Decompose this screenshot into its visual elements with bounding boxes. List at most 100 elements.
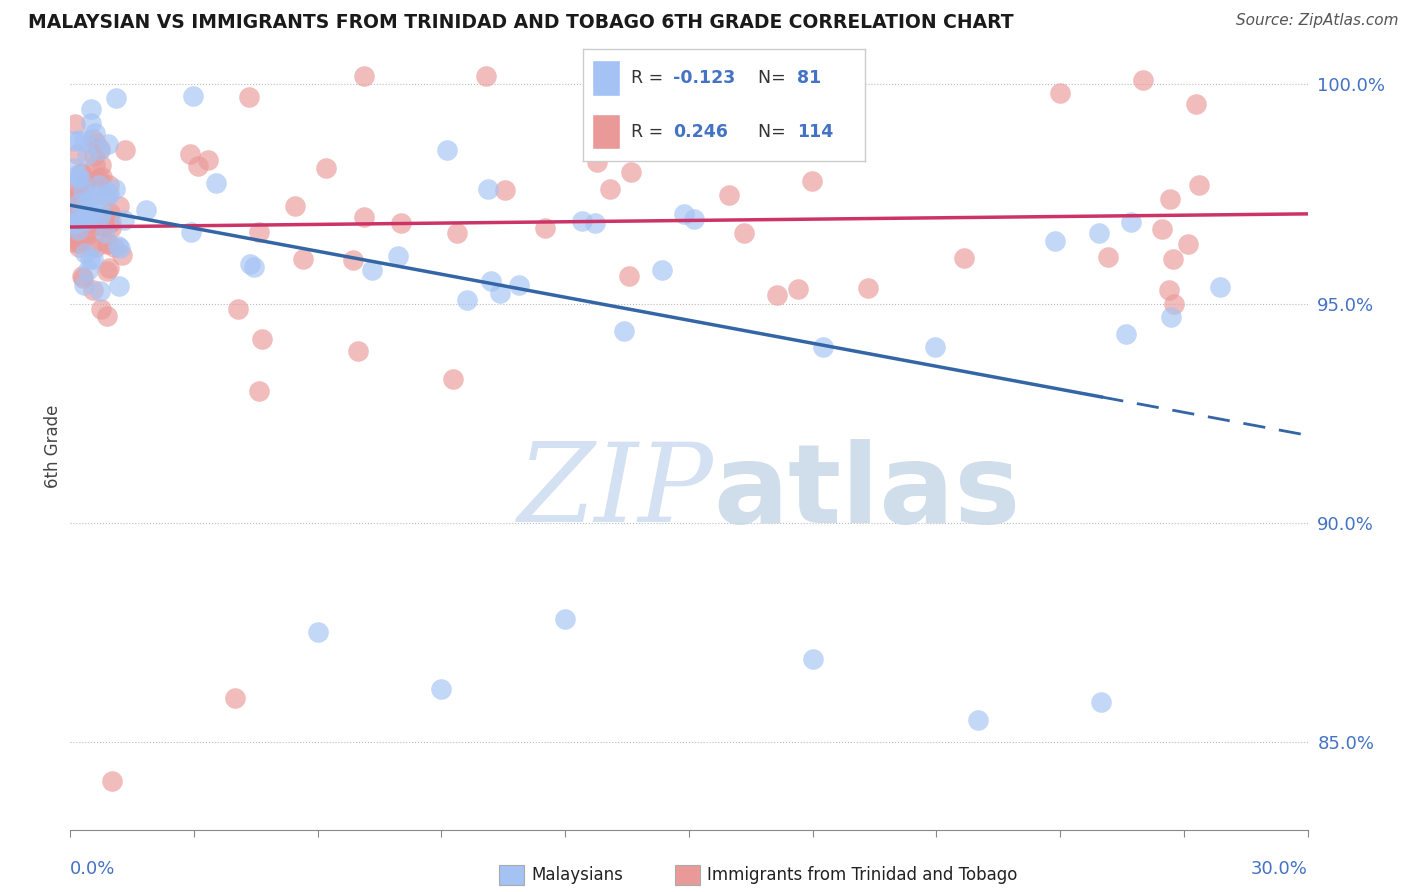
Point: [73, 175, 96, 189]
Text: MALAYSIAN VS IMMIGRANTS FROM TRINIDAD AND TOBAGO 6TH GRADE CORRELATION CHART: MALAYSIAN VS IMMIGRANTS FROM TRINIDAD AN…: [28, 13, 1014, 32]
Text: 30.0%: 30.0%: [1251, 860, 1308, 878]
Point: [73, 246, 96, 260]
FancyBboxPatch shape: [592, 114, 620, 150]
Point: [100, 220, 122, 235]
Point: [104, 91, 127, 105]
Point: [315, 161, 337, 175]
Text: 0.0%: 0.0%: [70, 860, 115, 878]
Point: [66, 205, 89, 219]
Point: [360, 262, 382, 277]
Point: [179, 147, 201, 161]
Point: [72, 176, 94, 190]
Point: [787, 282, 810, 296]
Point: [91, 219, 114, 233]
Point: [79, 252, 101, 266]
Point: [103, 240, 125, 254]
Point: [620, 165, 643, 179]
Point: [733, 227, 755, 241]
Point: [84, 240, 107, 254]
Text: N=: N=: [758, 122, 792, 141]
Point: [69, 171, 91, 186]
Point: [90, 170, 112, 185]
Point: [83, 148, 105, 162]
Point: [84, 126, 107, 140]
Point: [533, 220, 555, 235]
Point: [1188, 178, 1211, 192]
Point: [205, 176, 228, 190]
Point: [82, 252, 104, 267]
Point: [63, 211, 86, 226]
Point: [107, 239, 129, 253]
Point: [554, 612, 576, 626]
Point: [114, 144, 136, 158]
Point: [82, 283, 104, 297]
Point: [93, 210, 115, 224]
Point: [239, 257, 262, 271]
Point: [477, 182, 499, 196]
Point: [84, 157, 107, 171]
Point: [67, 240, 90, 254]
Point: [249, 225, 271, 239]
Point: [475, 69, 498, 83]
Point: [238, 90, 260, 104]
Point: [89, 284, 111, 298]
FancyBboxPatch shape: [592, 61, 620, 96]
Point: [187, 159, 209, 173]
Point: [69, 213, 91, 227]
Point: [571, 214, 593, 228]
Point: [86, 173, 108, 187]
Point: [683, 211, 706, 226]
Point: [226, 301, 249, 316]
Point: [63, 221, 86, 235]
Point: [63, 216, 86, 230]
Point: [63, 193, 86, 207]
Point: [90, 301, 112, 316]
Point: [89, 178, 111, 193]
Point: [1163, 296, 1185, 310]
Point: [97, 178, 120, 192]
Point: [76, 186, 98, 200]
Point: [609, 113, 631, 128]
Point: [63, 217, 86, 231]
Point: [856, 280, 879, 294]
Point: [1152, 221, 1174, 235]
Point: [585, 216, 607, 230]
Point: [1088, 226, 1111, 240]
Point: [586, 154, 609, 169]
Point: [70, 166, 93, 180]
Point: [441, 372, 464, 386]
Point: [67, 195, 90, 210]
Point: [1160, 310, 1182, 325]
Point: [97, 261, 120, 276]
Point: [801, 174, 824, 188]
Point: [1119, 215, 1142, 229]
Point: [1090, 695, 1112, 709]
Point: [112, 213, 135, 227]
Point: [1097, 250, 1119, 264]
Point: [599, 182, 621, 196]
Point: [97, 235, 120, 250]
Point: [76, 204, 98, 219]
Point: [63, 161, 86, 175]
Point: [89, 209, 111, 223]
Point: [243, 260, 266, 275]
Point: [93, 220, 115, 235]
Point: [801, 651, 824, 665]
Point: [389, 216, 412, 230]
Point: [96, 236, 118, 251]
Point: [479, 274, 502, 288]
Point: [489, 286, 512, 301]
Point: [63, 184, 86, 198]
Point: [353, 210, 375, 224]
Y-axis label: 6th Grade: 6th Grade: [44, 404, 62, 488]
Text: N=: N=: [758, 69, 792, 87]
Point: [180, 225, 202, 239]
Point: [97, 186, 120, 200]
Point: [89, 142, 111, 156]
Point: [98, 205, 121, 219]
Point: [718, 187, 741, 202]
Point: [508, 277, 530, 292]
Point: [72, 270, 94, 285]
Point: [86, 141, 108, 155]
Point: [65, 208, 87, 222]
